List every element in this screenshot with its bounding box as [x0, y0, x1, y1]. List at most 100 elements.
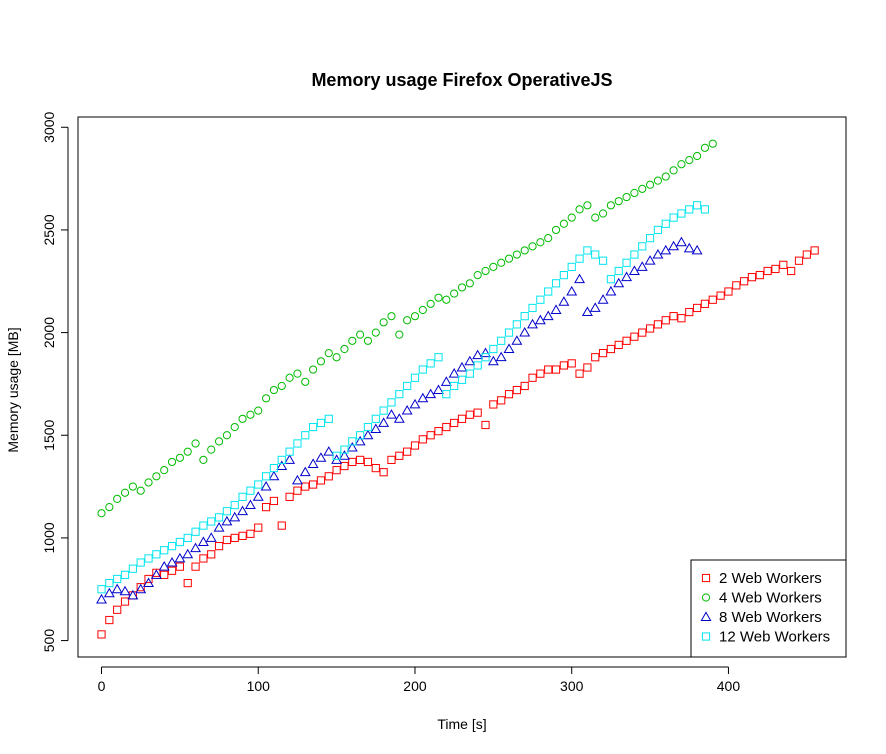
data-point	[386, 409, 397, 419]
data-point	[473, 361, 482, 370]
data-point	[638, 328, 647, 337]
data-point	[152, 550, 161, 559]
data-point	[442, 422, 451, 432]
data-point	[387, 455, 396, 464]
data-point	[174, 552, 186, 563]
data-point	[316, 476, 326, 485]
data-point	[261, 503, 271, 512]
data-point	[724, 287, 733, 296]
data-point	[214, 513, 224, 522]
data-point	[199, 554, 208, 563]
data-point	[214, 542, 224, 551]
data-point	[542, 310, 554, 321]
data-point	[644, 255, 656, 265]
data-point	[489, 400, 498, 409]
data-point	[589, 302, 601, 312]
data-point	[261, 472, 271, 481]
data-point	[301, 482, 310, 491]
data-point	[504, 390, 514, 399]
data-point	[465, 369, 474, 378]
data-point	[716, 291, 725, 300]
data-point	[653, 225, 663, 235]
data-point	[544, 234, 553, 243]
legend-swatch	[700, 611, 712, 621]
data-point	[450, 289, 459, 298]
data-point	[489, 344, 498, 354]
data-point	[370, 423, 382, 434]
data-point	[536, 238, 545, 247]
data-point	[630, 250, 639, 259]
data-point	[183, 578, 192, 588]
data-point	[261, 394, 271, 403]
data-point	[426, 431, 435, 440]
y-tick-label: 500	[41, 629, 57, 653]
data-point	[636, 261, 648, 271]
data-point	[127, 589, 139, 600]
data-point	[277, 381, 286, 391]
data-point	[418, 435, 427, 444]
data-point	[622, 336, 631, 345]
data-point	[323, 446, 335, 456]
data-point	[378, 417, 390, 427]
data-point	[685, 205, 694, 214]
data-point	[566, 285, 578, 296]
data-point	[387, 312, 396, 321]
data-point	[309, 365, 318, 374]
data-point	[771, 264, 780, 274]
data-point	[528, 373, 537, 382]
data-point	[166, 556, 178, 567]
data-point	[167, 457, 177, 467]
data-point	[301, 431, 310, 440]
data-point	[143, 577, 154, 588]
data-point	[379, 406, 388, 415]
data-point	[661, 316, 670, 325]
data-point	[787, 266, 796, 276]
data-point	[191, 562, 200, 571]
data-point	[645, 180, 655, 189]
data-point	[105, 615, 114, 625]
data-point	[221, 515, 233, 526]
data-point	[230, 533, 239, 543]
data-point	[583, 201, 592, 210]
data-point	[254, 523, 263, 532]
legend-label: 8 Web Workers	[719, 609, 822, 626]
data-point	[622, 258, 631, 267]
data-point	[135, 583, 147, 594]
data-point	[152, 472, 161, 481]
data-point	[481, 420, 490, 430]
data-point	[544, 287, 553, 296]
data-point	[426, 299, 435, 308]
data-point	[293, 486, 302, 495]
data-point	[708, 295, 717, 304]
x-tick-label: 200	[403, 678, 427, 694]
data-point	[489, 262, 498, 271]
data-point	[371, 328, 380, 337]
data-point	[700, 299, 710, 308]
data-point	[450, 381, 459, 391]
data-point	[512, 385, 521, 395]
data-point	[685, 307, 694, 317]
data-point	[575, 369, 584, 378]
data-point	[558, 296, 570, 306]
data-point	[246, 529, 255, 538]
series-4	[97, 201, 710, 594]
data-point	[504, 254, 514, 263]
data-point	[214, 437, 224, 446]
data-point	[393, 413, 405, 423]
data-point	[111, 583, 123, 594]
data-point	[307, 458, 319, 468]
data-point	[810, 246, 819, 255]
data-point	[301, 377, 310, 386]
data-point	[113, 574, 122, 584]
data-point	[520, 381, 529, 391]
data-point	[755, 270, 764, 280]
data-point	[677, 314, 686, 323]
data-point	[120, 597, 130, 606]
data-point	[534, 314, 546, 325]
data-point	[527, 318, 538, 329]
data-point	[222, 535, 231, 545]
data-point	[190, 542, 202, 553]
data-point	[340, 461, 349, 471]
data-point	[528, 303, 537, 313]
data-point	[614, 340, 623, 350]
